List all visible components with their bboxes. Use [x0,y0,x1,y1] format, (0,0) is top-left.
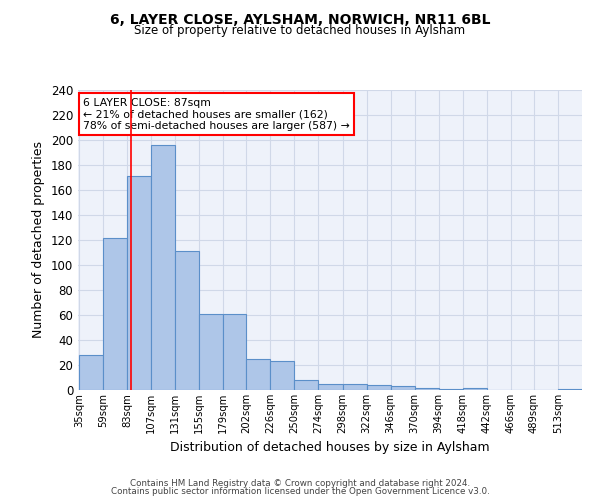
Bar [223,314,247,390]
Text: Size of property relative to detached houses in Aylsham: Size of property relative to detached ho… [134,24,466,37]
Bar [558,389,582,390]
Bar [415,388,439,390]
Bar [295,380,319,390]
Bar [319,384,343,390]
Text: Contains public sector information licensed under the Open Government Licence v3: Contains public sector information licen… [110,487,490,496]
Bar [343,384,367,390]
Bar [103,238,127,390]
Bar [247,359,271,390]
Bar [127,176,151,390]
Bar [439,389,463,390]
Text: 6 LAYER CLOSE: 87sqm
← 21% of detached houses are smaller (162)
78% of semi-deta: 6 LAYER CLOSE: 87sqm ← 21% of detached h… [83,98,350,130]
Bar [271,361,295,390]
Y-axis label: Number of detached properties: Number of detached properties [32,142,45,338]
Text: Contains HM Land Registry data © Crown copyright and database right 2024.: Contains HM Land Registry data © Crown c… [130,478,470,488]
Bar [463,388,487,390]
Bar [79,355,103,390]
Bar [175,251,199,390]
Bar [367,385,391,390]
Bar [151,145,175,390]
Bar [199,314,223,390]
Bar [391,386,415,390]
X-axis label: Distribution of detached houses by size in Aylsham: Distribution of detached houses by size … [170,442,490,454]
Text: 6, LAYER CLOSE, AYLSHAM, NORWICH, NR11 6BL: 6, LAYER CLOSE, AYLSHAM, NORWICH, NR11 6… [110,12,490,26]
